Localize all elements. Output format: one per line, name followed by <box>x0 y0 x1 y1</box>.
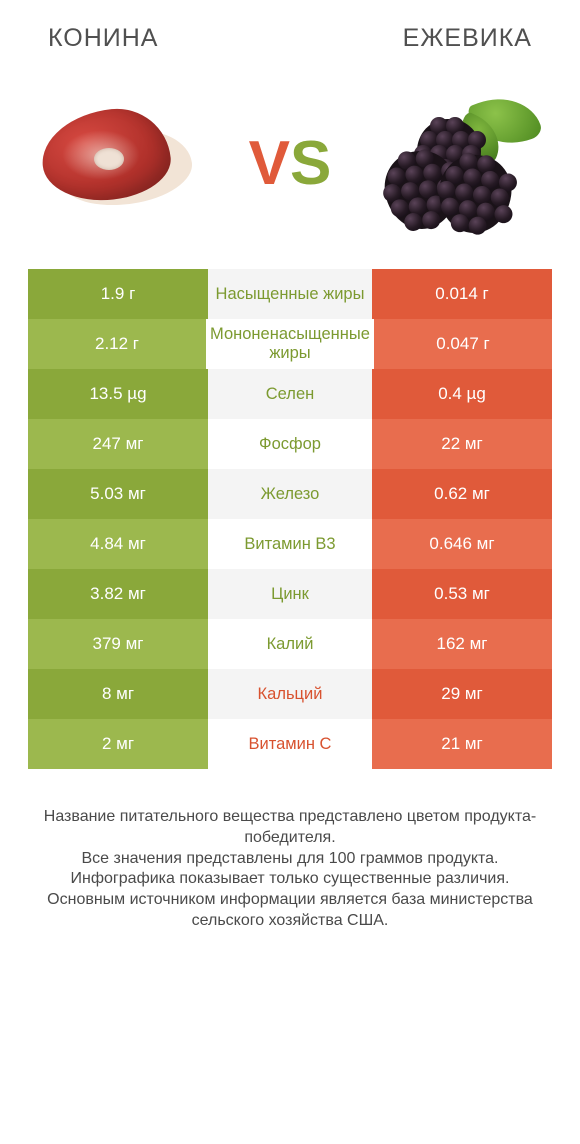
vs-s: S <box>290 128 331 199</box>
value-left: 13.5 µg <box>28 369 208 419</box>
titles-row: КОНИНА ЕЖЕВИКА <box>0 0 580 65</box>
table-row: 13.5 µgСелен0.4 µg <box>28 369 552 419</box>
value-right: 0.014 г <box>372 269 552 319</box>
value-right: 0.646 мг <box>372 519 552 569</box>
value-right: 22 мг <box>372 419 552 469</box>
footer-line: Инфографика показывает только существенн… <box>26 869 554 890</box>
value-left: 8 мг <box>28 669 208 719</box>
value-right: 21 мг <box>372 719 552 769</box>
nutrient-label: Мононенасыщенные жиры <box>206 319 374 369</box>
table-row: 5.03 мгЖелезо0.62 мг <box>28 469 552 519</box>
table-row: 4.84 мгВитамин B30.646 мг <box>28 519 552 569</box>
value-left: 2 мг <box>28 719 208 769</box>
value-left: 3.82 мг <box>28 569 208 619</box>
vs-v: V <box>249 128 290 199</box>
nutrient-label: Железо <box>208 469 372 519</box>
footer-line: Все значения представлены для 100 граммо… <box>26 849 554 870</box>
vs-label: VS <box>249 128 332 199</box>
value-right: 29 мг <box>372 669 552 719</box>
table-row: 1.9 гНасыщенные жиры0.014 г <box>28 269 552 319</box>
nutrient-label: Фосфор <box>208 419 372 469</box>
table-row: 247 мгФосфор22 мг <box>28 419 552 469</box>
table-row: 2.12 гМононенасыщенные жиры0.047 г <box>28 319 552 369</box>
value-right: 0.047 г <box>374 319 552 369</box>
title-right: ЕЖЕВИКА <box>403 24 532 53</box>
footer-notes: Название питательного вещества представл… <box>0 769 580 932</box>
nutrient-label: Насыщенные жиры <box>208 269 372 319</box>
table-row: 8 мгКальций29 мг <box>28 669 552 719</box>
value-right: 0.62 мг <box>372 469 552 519</box>
footer-line: Название питательного вещества представл… <box>26 807 554 849</box>
footer-line: Основным источником информации является … <box>26 890 554 932</box>
value-left: 4.84 мг <box>28 519 208 569</box>
comparison-table: 1.9 гНасыщенные жиры0.014 г2.12 гМононен… <box>0 265 580 769</box>
title-left: КОНИНА <box>48 24 158 53</box>
table-row: 3.82 мгЦинк0.53 мг <box>28 569 552 619</box>
nutrient-label: Селен <box>208 369 372 419</box>
table-row: 379 мгКалий162 мг <box>28 619 552 669</box>
value-left: 2.12 г <box>28 319 206 369</box>
value-left: 379 мг <box>28 619 208 669</box>
value-left: 5.03 мг <box>28 469 208 519</box>
value-right: 162 мг <box>372 619 552 669</box>
nutrient-label: Витамин B3 <box>208 519 372 569</box>
nutrient-label: Цинк <box>208 569 372 619</box>
nutrient-label: Калий <box>208 619 372 669</box>
image-left-meat <box>28 88 208 238</box>
value-left: 247 мг <box>28 419 208 469</box>
value-right: 0.53 мг <box>372 569 552 619</box>
table-row: 2 мгВитамин C21 мг <box>28 719 552 769</box>
images-row: VS <box>0 65 580 265</box>
image-right-blackberries <box>372 88 552 238</box>
value-right: 0.4 µg <box>372 369 552 419</box>
value-left: 1.9 г <box>28 269 208 319</box>
nutrient-label: Кальций <box>208 669 372 719</box>
nutrient-label: Витамин C <box>208 719 372 769</box>
